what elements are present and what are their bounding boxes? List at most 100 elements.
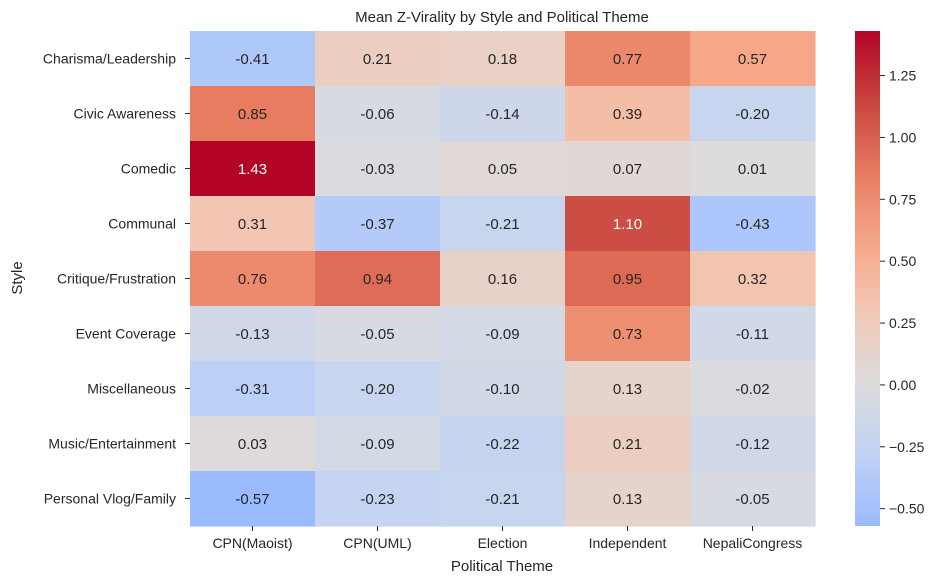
x-tick-label: CPN(UML) (343, 535, 411, 551)
heatmap-cell (315, 86, 441, 142)
y-axis-label: Style (9, 261, 26, 294)
cell-value-label: -0.02 (735, 381, 769, 398)
heatmap-cell (690, 306, 816, 362)
heatmap-cell (565, 306, 691, 362)
cell-value-label: -0.22 (485, 436, 519, 453)
cell-value-label: -0.09 (485, 326, 519, 343)
colorbar-tick-label: 0.00 (889, 377, 916, 393)
colorbar-tick-label: 0.25 (889, 315, 916, 331)
cell-value-label: -0.11 (736, 326, 769, 343)
cell-value-label: 1.10 (613, 216, 642, 233)
cell-value-label: 0.13 (613, 491, 642, 508)
cell-value-label: 0.21 (363, 51, 392, 68)
cell-value-label: -0.57 (235, 491, 269, 508)
heatmap-cell (190, 471, 316, 527)
cell-value-label: -0.37 (360, 216, 394, 233)
heatmap-cell (440, 31, 566, 87)
x-tick-label: NepaliCongress (703, 535, 803, 551)
cell-value-label: -0.14 (485, 106, 519, 123)
row-labels: Charisma/Leadership Civic Awareness Comedi… (43, 51, 190, 507)
cell-value-label: 0.07 (613, 161, 642, 178)
heatmap-cell (315, 416, 441, 472)
chart-title: Mean Z-Virality by Style and Political T… (355, 9, 649, 26)
heatmap-cells: -0.41 0.21 0.18 0.77 0.57 0.85 -0.06 -0.14 0.39 -… (190, 31, 816, 527)
heatmap-cell (565, 31, 691, 87)
x-tick-label: Election (478, 535, 528, 551)
cell-value-label: -0.10 (485, 381, 519, 398)
cell-value-label: 0.05 (488, 161, 517, 178)
cell-value-label: -0.06 (360, 106, 394, 123)
x-tick-label: Independent (589, 535, 667, 551)
heatmap-cell (690, 86, 816, 142)
cell-value-label: 0.57 (738, 51, 767, 68)
cell-value-label: -0.13 (235, 326, 269, 343)
y-tick-label: Critique/Frustration (57, 271, 176, 287)
cell-value-label: -0.23 (360, 491, 394, 508)
cell-value-label: 0.13 (613, 381, 642, 398)
heatmap-cell (440, 361, 566, 417)
heatmap-cell (190, 306, 316, 362)
heatmap-cell (565, 251, 691, 307)
heatmap-cell (190, 196, 316, 252)
cell-value-label: 1.43 (238, 161, 267, 178)
colorbar-gradient (855, 31, 880, 526)
y-tick-label: Communal (108, 216, 176, 232)
cell-value-label: -0.09 (360, 436, 394, 453)
heatmap-cell (690, 251, 816, 307)
cell-value-label: 0.94 (363, 271, 392, 288)
y-tick-label: Charisma/Leadership (43, 51, 176, 67)
cell-value-label: 0.95 (613, 271, 642, 288)
cell-value-label: -0.03 (360, 161, 394, 178)
colorbar-tick-label: 0.50 (889, 253, 916, 269)
heatmap-cell (315, 306, 441, 362)
heatmap-cell (440, 306, 566, 362)
colorbar-tick-label: −0.25 (889, 439, 925, 455)
cell-value-label: -0.12 (735, 436, 769, 453)
cell-value-label: 0.77 (613, 51, 642, 68)
cell-value-label: 0.03 (238, 436, 267, 453)
heatmap-cell (565, 86, 691, 142)
heatmap-cell (440, 141, 566, 197)
heatmap-cell (315, 31, 441, 87)
heatmap-cell (190, 416, 316, 472)
heatmap-cell (315, 141, 441, 197)
cell-value-label: -0.31 (235, 381, 269, 398)
colorbar-tick-label: −0.50 (889, 501, 925, 517)
heatmap-cell (690, 471, 816, 527)
heatmap-cell (690, 141, 816, 197)
colorbar-tick-label: 0.75 (889, 191, 916, 207)
colorbar-tick-label: 1.25 (889, 68, 916, 84)
x-tick-label: CPN(Maoist) (212, 535, 292, 551)
heatmap-cell (190, 31, 316, 87)
y-tick-label: Miscellaneous (87, 381, 176, 397)
y-tick-label: Event Coverage (76, 326, 177, 342)
heatmap-cell (190, 86, 316, 142)
heatmap-cell (690, 31, 816, 87)
cell-value-label: 0.21 (613, 436, 642, 453)
cell-value-label: 0.85 (238, 106, 267, 123)
heatmap-cell (440, 196, 566, 252)
heatmap-cell (440, 416, 566, 472)
cell-value-label: -0.20 (735, 106, 769, 123)
heatmap-cell (565, 471, 691, 527)
colorbar-tick-label: 1.00 (889, 129, 916, 145)
heatmap-cell (565, 141, 691, 197)
heatmap-cell (440, 251, 566, 307)
cell-value-label: -0.21 (485, 491, 519, 508)
heatmap-cell (690, 416, 816, 472)
heatmap-cell (315, 361, 441, 417)
cell-value-label: -0.05 (360, 326, 394, 343)
x-axis-label: Political Theme (451, 558, 553, 575)
heatmap-cell (315, 251, 441, 307)
heatmap-cell (190, 141, 316, 197)
heatmap-cell (315, 471, 441, 527)
heatmap-cell (190, 361, 316, 417)
heatmap-cell (440, 86, 566, 142)
cell-value-label: 0.18 (488, 51, 517, 68)
cell-value-label: 0.01 (738, 161, 767, 178)
y-tick-label: Civic Awareness (74, 106, 176, 122)
heatmap-cell (690, 361, 816, 417)
cell-value-label: -0.43 (735, 216, 769, 233)
heatmap-cell (440, 471, 566, 527)
